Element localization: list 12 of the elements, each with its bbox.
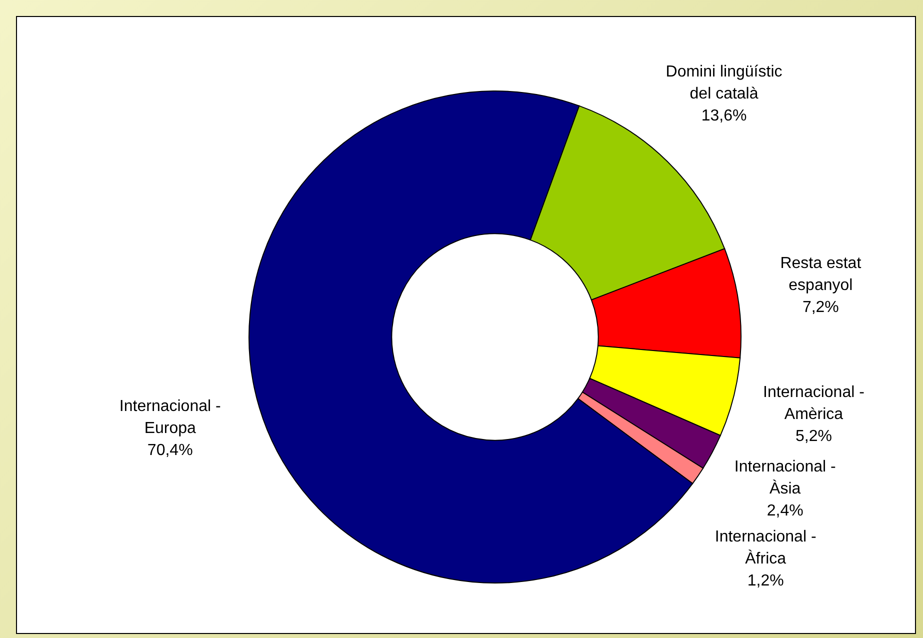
data-label: 70,4% — [147, 442, 193, 459]
data-label: 7,2% — [802, 298, 839, 316]
data-label: 2,4% — [766, 502, 804, 519]
slice-label: Internacional - Amèrica — [763, 384, 864, 423]
slice-label: Internacional - Àsia — [734, 458, 836, 497]
slice-label: Domini lingüístic del català — [666, 63, 782, 102]
slice-label: Resta estat espanyol — [780, 254, 862, 294]
slice-label: Internacional - Àfrica — [714, 528, 816, 567]
data-label: 13,6% — [701, 107, 747, 124]
slice-label: Internacional - Europa — [119, 398, 221, 437]
data-label: 1,2% — [747, 572, 784, 589]
data-label: 5,2% — [796, 428, 832, 445]
